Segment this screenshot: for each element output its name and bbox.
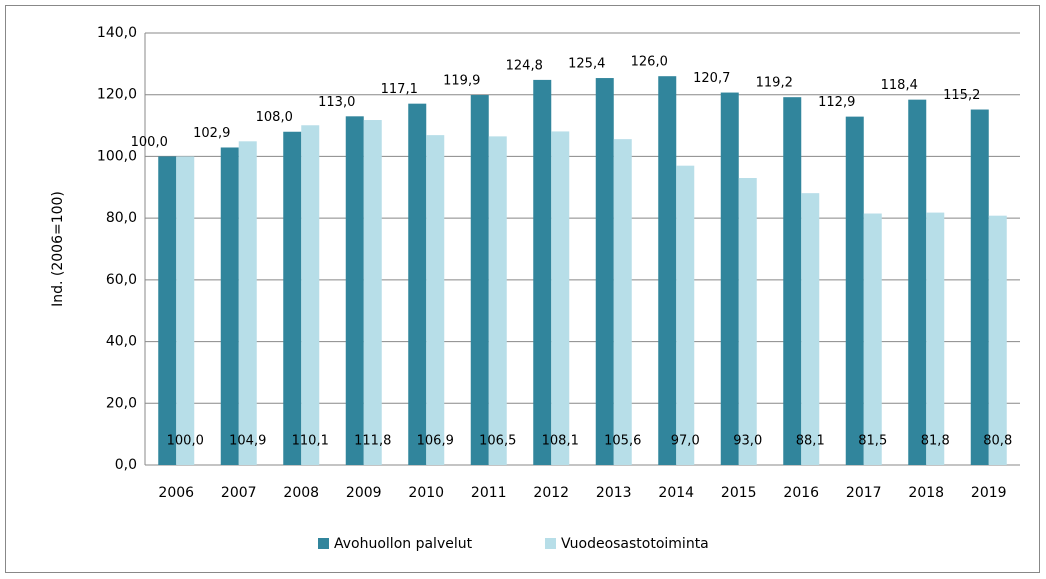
data-label: 118,4 [881, 78, 918, 93]
x-tick-label: 2016 [783, 485, 819, 501]
data-label: 80,8 [983, 434, 1012, 449]
data-label: 124,8 [506, 58, 543, 73]
data-label: 102,9 [193, 126, 230, 141]
bar [301, 125, 320, 466]
y-tick-label: 60,0 [106, 272, 137, 288]
data-label: 120,7 [693, 71, 730, 86]
x-tick-label: 2014 [658, 485, 694, 501]
y-tick-label: 100,0 [97, 148, 137, 164]
data-label: 117,1 [381, 82, 418, 97]
bar [533, 79, 552, 465]
y-tick-label: 80,0 [106, 210, 137, 226]
bar [426, 135, 445, 465]
data-label: 119,9 [443, 74, 480, 89]
bar [220, 147, 239, 466]
data-label: 112,9 [818, 95, 855, 110]
bar [658, 76, 677, 465]
x-tick-label: 2011 [471, 485, 507, 501]
legend-label: Avohuollon palvelut [334, 536, 473, 552]
data-label: 115,2 [943, 88, 980, 103]
x-tick-label: 2012 [533, 485, 569, 501]
bar [676, 165, 695, 465]
bar [470, 95, 489, 465]
x-tick-label: 2019 [971, 485, 1007, 501]
bar [738, 178, 757, 465]
data-label: 100,0 [131, 135, 168, 150]
bar [970, 109, 989, 466]
x-tick-label: 2013 [596, 485, 632, 501]
data-label: 105,6 [604, 434, 641, 449]
x-tick-label: 2017 [846, 485, 882, 501]
x-tick-label: 2009 [346, 485, 382, 501]
data-label: 93,0 [733, 434, 762, 449]
y-tick-label: 40,0 [106, 334, 137, 350]
bar [613, 139, 632, 466]
x-tick-label: 2008 [283, 485, 319, 501]
data-label: 111,8 [354, 434, 391, 449]
data-label: 106,9 [417, 434, 454, 449]
x-tick-label: 2006 [158, 485, 194, 501]
bar [783, 97, 802, 465]
data-label: 88,1 [796, 434, 825, 449]
bar [908, 99, 927, 465]
y-tick-label: 20,0 [106, 395, 137, 411]
y-tick-label: 140,0 [97, 25, 137, 41]
data-label: 119,2 [756, 76, 793, 91]
bar [845, 116, 864, 465]
x-tick-label: 2018 [908, 485, 944, 501]
data-label: 110,1 [292, 434, 329, 449]
legend-label: Vuodeosastotoiminta [561, 536, 709, 552]
bar [345, 116, 364, 466]
y-tick-label: 120,0 [97, 87, 137, 103]
bar [488, 136, 507, 465]
bar [801, 193, 820, 466]
data-label: 100,0 [167, 434, 204, 449]
legend-swatch [318, 538, 329, 549]
x-tick-label: 2010 [408, 485, 444, 501]
data-label: 113,0 [318, 95, 355, 110]
bar [408, 103, 427, 466]
data-label: 126,0 [631, 55, 668, 70]
data-label: 106,5 [479, 434, 516, 449]
data-label: 108,1 [542, 434, 579, 449]
bar [926, 212, 945, 465]
data-label: 125,4 [568, 57, 605, 72]
y-axis-label: Ind. (2006=100) [50, 191, 66, 307]
bar [551, 131, 570, 466]
bar [363, 120, 382, 465]
bar [176, 156, 195, 465]
data-label: 97,0 [671, 434, 700, 449]
bar [720, 92, 739, 465]
bar [988, 215, 1007, 465]
y-tick-label: 0,0 [115, 457, 137, 473]
bar [595, 78, 614, 466]
data-label: 108,0 [256, 110, 293, 125]
data-label: 81,8 [921, 434, 950, 449]
legend-swatch [545, 538, 556, 549]
data-label: 104,9 [229, 434, 266, 449]
x-tick-label: 2015 [721, 485, 757, 501]
bar [238, 141, 257, 465]
bar [158, 156, 177, 465]
x-tick-label: 2007 [221, 485, 257, 501]
data-label: 81,5 [858, 434, 887, 449]
bar [283, 131, 302, 465]
bar [863, 213, 882, 465]
